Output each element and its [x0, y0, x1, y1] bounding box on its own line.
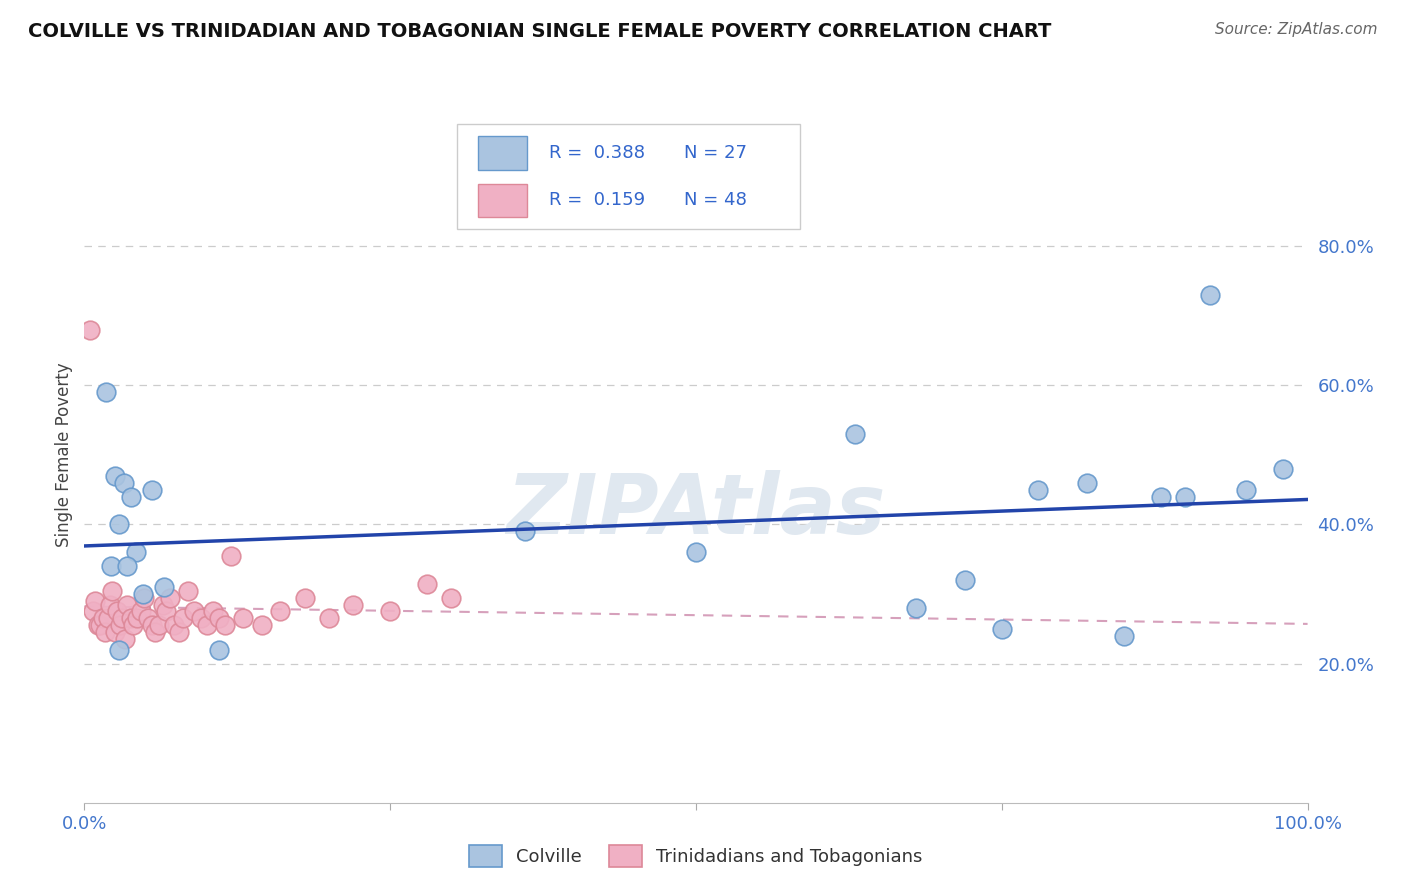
Point [104, 468, 127, 483]
Point [105, 605, 128, 619]
Point [163, 618, 186, 632]
Point [96, 385, 118, 400]
Point [380, 605, 402, 619]
Point [148, 618, 170, 632]
Point [1114, 629, 1136, 643]
Point [120, 490, 142, 504]
Point [294, 591, 316, 605]
Point [141, 618, 163, 632]
Point [125, 545, 148, 559]
Point [120, 611, 142, 625]
Point [440, 591, 463, 605]
Point [159, 591, 181, 605]
Point [82, 605, 104, 619]
Point [1272, 462, 1295, 476]
Text: ZIPAtlas: ZIPAtlas [506, 470, 886, 551]
Point [112, 475, 135, 490]
Point [84, 594, 107, 608]
Point [1174, 490, 1197, 504]
Text: Source: ZipAtlas.com: Source: ZipAtlas.com [1215, 22, 1378, 37]
Point [1028, 483, 1050, 497]
Point [125, 611, 148, 625]
Point [122, 618, 145, 632]
Point [195, 618, 218, 632]
Text: R =  0.159: R = 0.159 [550, 191, 645, 210]
Point [177, 583, 200, 598]
Point [183, 605, 205, 619]
Point [172, 611, 194, 625]
Point [134, 591, 156, 605]
Point [232, 611, 254, 625]
Point [79, 323, 101, 337]
Point [101, 583, 124, 598]
Y-axis label: Single Female Poverty: Single Female Poverty [55, 363, 73, 547]
Point [115, 559, 138, 574]
Point [685, 545, 707, 559]
Point [208, 642, 231, 657]
Point [342, 598, 364, 612]
Point [98, 598, 121, 612]
Point [114, 632, 136, 647]
Point [1198, 288, 1220, 302]
Point [201, 605, 224, 619]
Point [104, 625, 127, 640]
Point [513, 524, 536, 539]
Point [136, 611, 159, 625]
Point [167, 625, 190, 640]
Point [97, 611, 120, 625]
Point [115, 598, 138, 612]
Text: R =  0.388: R = 0.388 [550, 144, 645, 162]
Point [953, 573, 976, 587]
Point [250, 618, 273, 632]
FancyBboxPatch shape [478, 136, 527, 169]
Point [107, 517, 129, 532]
Point [208, 611, 231, 625]
Point [190, 611, 212, 625]
Point [111, 611, 134, 625]
Point [141, 483, 163, 497]
Point [129, 605, 152, 619]
Point [108, 618, 131, 632]
Point [1236, 483, 1258, 497]
Point [991, 622, 1014, 636]
Point [87, 618, 110, 632]
Point [269, 605, 291, 619]
Legend: Colville, Trinidadians and Tobagonians: Colville, Trinidadians and Tobagonians [463, 838, 929, 874]
Point [416, 576, 439, 591]
Text: COLVILLE VS TRINIDADIAN AND TOBAGONIAN SINGLE FEMALE POVERTY CORRELATION CHART: COLVILLE VS TRINIDADIAN AND TOBAGONIAN S… [28, 22, 1052, 41]
Point [143, 625, 166, 640]
Point [132, 587, 155, 601]
Point [152, 598, 174, 612]
Point [219, 549, 242, 563]
FancyBboxPatch shape [478, 184, 527, 217]
FancyBboxPatch shape [457, 124, 800, 229]
Point [100, 559, 122, 574]
Point [318, 611, 340, 625]
Point [1150, 490, 1173, 504]
Point [91, 611, 114, 625]
Text: N = 27: N = 27 [683, 144, 747, 162]
Point [155, 605, 177, 619]
Point [94, 625, 117, 640]
Point [89, 618, 111, 632]
Point [905, 601, 928, 615]
Point [1076, 475, 1098, 490]
Point [153, 580, 176, 594]
Point [844, 427, 866, 442]
Text: N = 48: N = 48 [683, 191, 747, 210]
Point [214, 618, 236, 632]
Point [107, 642, 129, 657]
